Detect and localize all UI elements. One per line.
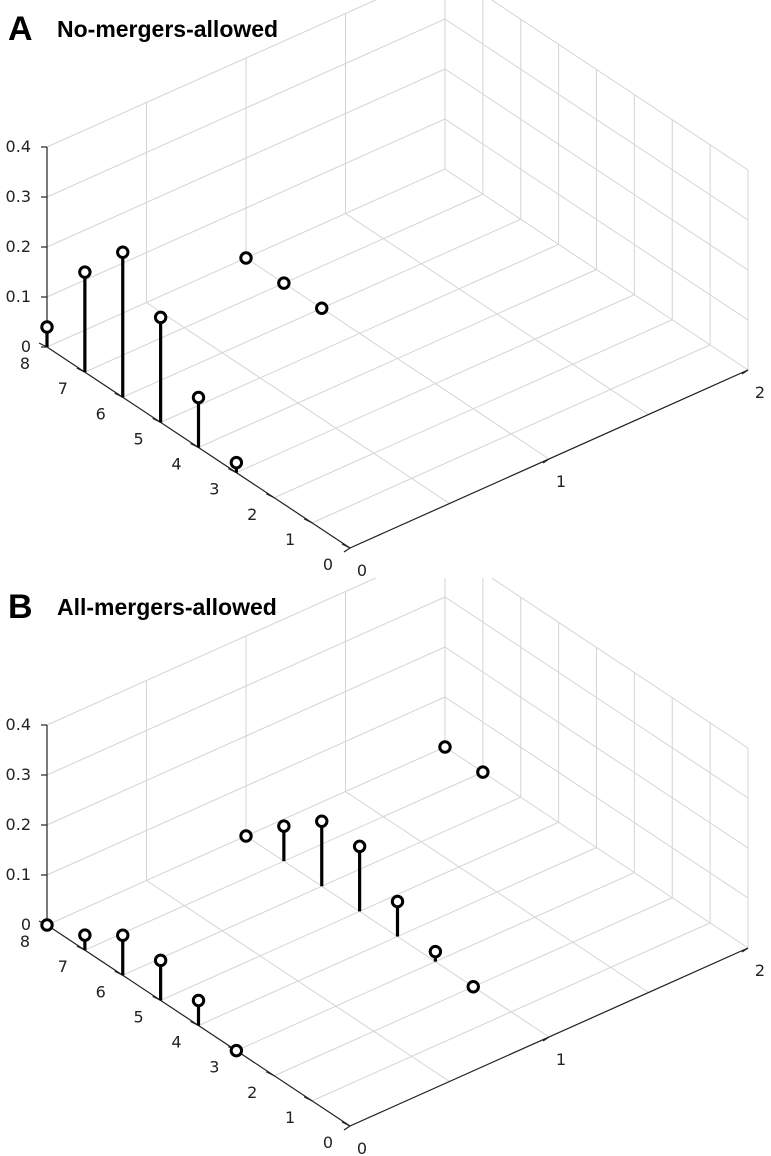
x-tick-label: 1	[556, 1050, 566, 1069]
stem-marker	[390, 894, 405, 909]
stem-marker	[239, 251, 253, 265]
z-tick-label: 0.3	[6, 765, 31, 784]
grid-line	[46, 578, 377, 726]
grid-line	[245, 257, 550, 460]
panel-label: B	[8, 588, 33, 626]
stem-marker	[78, 928, 92, 942]
x-tick-mark	[343, 547, 351, 553]
grid-line	[46, 596, 446, 776]
y-tick-label: 7	[58, 957, 68, 976]
grid-line	[490, 578, 749, 749]
y-tick-label: 8	[20, 354, 30, 373]
x-tick-label: 2	[755, 383, 765, 402]
x-tick-label: 0	[357, 1139, 367, 1156]
x-tick-mark	[741, 947, 749, 953]
stem-marker	[229, 455, 244, 470]
stem-marker	[476, 765, 490, 779]
stem-marker	[315, 814, 329, 828]
stem-marker	[153, 953, 168, 968]
y-tick-label: 4	[171, 1033, 181, 1052]
y-tick-mark	[303, 518, 313, 524]
chart-title: All-mergers-allowed	[57, 594, 277, 620]
panel-b: B All-mergers-allowed 0 1 2 0 1 2 3 4 5 6 7 8 0 0.1 0.…	[0, 578, 771, 1156]
z-tick-label: 0.4	[6, 715, 31, 734]
panel-label: A	[8, 10, 33, 48]
stem-marker	[352, 839, 367, 854]
z-tick-label: 0.2	[6, 815, 31, 834]
y-tick-label: 5	[134, 1007, 144, 1026]
z-tick-label: 0.3	[6, 187, 31, 206]
y-tick-label: 1	[285, 1108, 295, 1127]
y-tick-label: 0	[323, 1133, 333, 1152]
stem-marker	[116, 928, 130, 942]
z-tick-label: 0.4	[6, 137, 31, 156]
panel-a: A No-mergers-allowed 0 1 2 0 1 2 3 4 5 6 7 8 0 0.1 0.2…	[6, 0, 765, 578]
x-tick-mark	[741, 369, 749, 375]
stem-marker	[116, 245, 130, 259]
grid-line	[46, 0, 377, 148]
grid-line	[46, 18, 446, 198]
y-tick-label: 0	[323, 555, 333, 574]
z-tick-label: 0	[21, 915, 31, 934]
x-tick-mark	[542, 1036, 550, 1042]
z-tick-label: 0.1	[6, 865, 31, 884]
grid-line	[444, 68, 749, 271]
grid-line	[46, 696, 446, 876]
y-tick-label: 8	[20, 932, 30, 951]
grid-line	[490, 0, 749, 171]
grid-line	[345, 791, 649, 993]
y-tick-label: 3	[209, 1058, 219, 1077]
grid-line	[146, 302, 450, 504]
stem-marker	[428, 944, 443, 959]
y-tick-mark	[341, 1121, 351, 1127]
x-tick-mark	[343, 1125, 351, 1131]
y-tick-label: 5	[134, 429, 144, 448]
grid-line	[444, 18, 749, 221]
y-tick-label: 4	[171, 455, 181, 474]
stem-marker	[40, 918, 54, 932]
grid-line	[46, 646, 446, 826]
y-tick-label: 6	[96, 982, 106, 1001]
stem-marker	[277, 276, 291, 290]
stem-marker	[315, 301, 329, 315]
y-tick-mark	[265, 1071, 275, 1077]
z-tick-label: 0	[21, 337, 31, 356]
grid-line	[46, 118, 446, 298]
chart-title: No-mergers-allowed	[57, 16, 279, 42]
stem-marker	[466, 980, 480, 994]
z-tick-label: 0.1	[6, 287, 31, 306]
y-tick-label: 1	[285, 530, 295, 549]
stem-marker	[40, 320, 54, 334]
grid-line	[444, 696, 749, 899]
stem-marker	[78, 265, 92, 279]
grid-line	[46, 68, 446, 248]
stem-marker	[229, 1043, 244, 1058]
y-tick-label: 3	[209, 480, 219, 499]
z-tick-label: 0.2	[6, 237, 31, 256]
x-tick-label: 1	[556, 472, 566, 491]
stem-marker	[191, 993, 206, 1008]
grid-line	[146, 880, 450, 1082]
x-tick-label: 2	[755, 961, 765, 980]
x-tick-label: 0	[357, 561, 367, 578]
grid-line	[444, 646, 749, 849]
stem-marker	[191, 390, 206, 405]
y-tick-label: 6	[96, 404, 106, 423]
stem-marker	[153, 310, 168, 325]
y-tick-label: 7	[58, 379, 68, 398]
grid-line	[345, 213, 649, 415]
stem-marker	[438, 740, 452, 754]
y-tick-mark	[303, 1096, 313, 1102]
x-tick-mark	[542, 458, 550, 464]
stem-marker	[277, 819, 291, 833]
grid-line	[444, 118, 749, 321]
y-tick-label: 2	[247, 1083, 257, 1102]
stem-marker	[239, 829, 253, 843]
y-tick-mark	[341, 543, 351, 549]
y-tick-label: 2	[247, 505, 257, 524]
grid-line	[444, 596, 749, 799]
y-tick-mark	[265, 493, 275, 499]
